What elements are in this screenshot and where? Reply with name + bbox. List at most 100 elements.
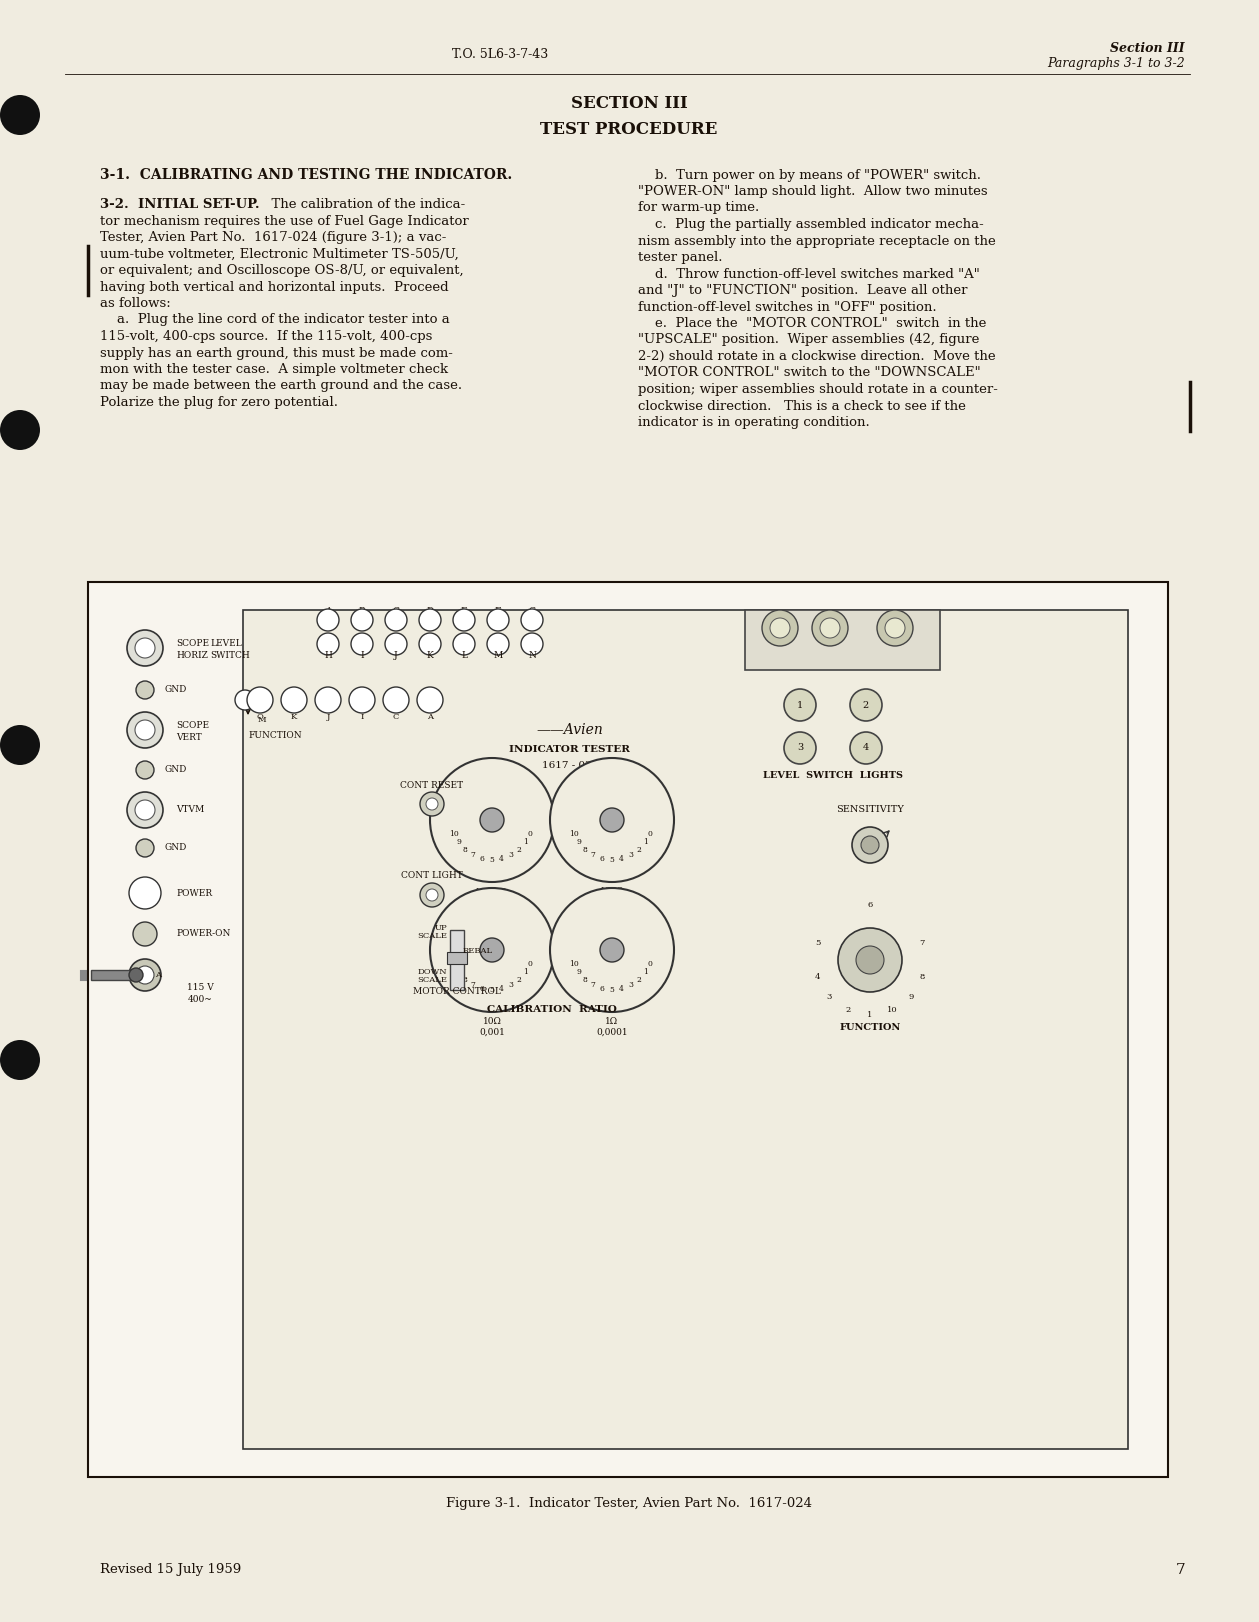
Text: 0,001: 0,001 — [480, 1027, 505, 1036]
Text: T.O. 5L6-3-7-43: T.O. 5L6-3-7-43 — [452, 49, 548, 62]
Circle shape — [431, 887, 554, 1012]
Text: TEST PROCEDURE: TEST PROCEDURE — [540, 122, 718, 138]
Text: INDICATOR TESTER: INDICATOR TESTER — [510, 746, 631, 754]
Text: 2: 2 — [636, 976, 641, 983]
Circle shape — [601, 938, 624, 962]
Text: 1: 1 — [522, 839, 528, 847]
Circle shape — [487, 633, 509, 655]
Text: or equivalent; and Oscilloscope OS-8/U, or equivalent,: or equivalent; and Oscilloscope OS-8/U, … — [99, 264, 463, 277]
Circle shape — [127, 712, 162, 748]
Text: d.  Throw function-off-level switches marked "A": d. Throw function-off-level switches mar… — [638, 268, 980, 281]
Text: 1: 1 — [643, 968, 647, 976]
Text: 6: 6 — [480, 855, 485, 863]
Text: and "J" to "FUNCTION" position.  Leave all other: and "J" to "FUNCTION" position. Leave al… — [638, 284, 967, 297]
Circle shape — [281, 688, 307, 714]
Circle shape — [128, 878, 161, 908]
Text: OFF: OFF — [237, 696, 257, 704]
Text: F: F — [495, 607, 501, 615]
Text: 0: 0 — [528, 830, 533, 837]
Text: CALIBRATION  RATIO: CALIBRATION RATIO — [487, 1006, 617, 1014]
Circle shape — [784, 689, 816, 722]
Text: 10: 10 — [449, 830, 460, 837]
Text: 7: 7 — [471, 981, 476, 989]
Text: 2: 2 — [862, 701, 869, 709]
Circle shape — [550, 757, 674, 882]
Circle shape — [812, 610, 849, 646]
Text: N: N — [528, 652, 536, 660]
Circle shape — [480, 808, 504, 832]
Text: 3: 3 — [509, 981, 514, 989]
Text: 7: 7 — [471, 852, 476, 860]
Text: e.  Place the  "MOTOR CONTROL"  switch  in the: e. Place the "MOTOR CONTROL" switch in t… — [638, 316, 986, 329]
Circle shape — [861, 835, 879, 855]
Circle shape — [133, 921, 157, 946]
Text: CONT RESET: CONT RESET — [400, 782, 463, 790]
Text: SWITCH: SWITCH — [210, 650, 249, 660]
Text: 10: 10 — [569, 830, 579, 837]
Text: 0,0001: 0,0001 — [597, 1027, 628, 1036]
Text: ——Avien: ——Avien — [536, 723, 603, 736]
Text: C: C — [393, 714, 399, 722]
Text: 9: 9 — [577, 839, 582, 847]
Text: 3-1.  CALIBRATING AND TESTING THE INDICATOR.: 3-1. CALIBRATING AND TESTING THE INDICAT… — [99, 169, 512, 182]
Circle shape — [885, 618, 905, 637]
Text: 0,1: 0,1 — [485, 897, 499, 907]
Circle shape — [820, 618, 840, 637]
Text: mon with the tester case.  A simple voltmeter check: mon with the tester case. A simple voltm… — [99, 363, 448, 376]
Circle shape — [856, 946, 884, 973]
Text: 5: 5 — [815, 939, 821, 947]
Text: M: M — [258, 715, 267, 723]
Circle shape — [878, 610, 913, 646]
Text: REBAL: REBAL — [463, 947, 494, 955]
Circle shape — [521, 633, 543, 655]
Text: SCOPE: SCOPE — [176, 639, 209, 647]
Circle shape — [850, 732, 883, 764]
Text: 3: 3 — [628, 981, 633, 989]
Text: function-off-level switches in "OFF" position.: function-off-level switches in "OFF" pos… — [638, 300, 937, 313]
Text: 5: 5 — [609, 856, 614, 865]
Text: I: I — [360, 714, 364, 722]
Text: 3: 3 — [628, 852, 633, 860]
Text: H: H — [324, 652, 332, 660]
Text: 1: 1 — [643, 839, 647, 847]
Text: 5: 5 — [490, 856, 495, 865]
Text: 9: 9 — [577, 968, 582, 976]
Text: 3-2.  INITIAL SET-UP.: 3-2. INITIAL SET-UP. — [99, 198, 259, 211]
Text: 3: 3 — [509, 852, 514, 860]
Text: 10: 10 — [449, 960, 460, 968]
Text: LEVEL  SWITCH  LIGHTS: LEVEL SWITCH LIGHTS — [763, 772, 903, 780]
Text: The calibration of the indica-: The calibration of the indica- — [263, 198, 466, 211]
Text: 115 V: 115 V — [186, 983, 213, 993]
Text: 7: 7 — [590, 981, 596, 989]
Bar — [243, 610, 1128, 1448]
Text: tor mechanism requires the use of Fuel Gage Indicator: tor mechanism requires the use of Fuel G… — [99, 214, 468, 227]
Text: K: K — [427, 652, 433, 660]
Text: B: B — [359, 607, 365, 615]
Circle shape — [317, 608, 339, 631]
Text: 8: 8 — [583, 845, 588, 853]
Text: D: D — [427, 607, 433, 615]
Text: supply has an earth ground, this must be made com-: supply has an earth ground, this must be… — [99, 347, 453, 360]
Text: GND: GND — [165, 766, 188, 774]
Text: FUNCTION: FUNCTION — [840, 1023, 900, 1033]
Text: 5: 5 — [490, 986, 495, 994]
Text: Section III: Section III — [1110, 42, 1185, 55]
Circle shape — [419, 633, 441, 655]
Text: L: L — [461, 652, 467, 660]
Circle shape — [550, 887, 674, 1012]
Text: 0: 0 — [647, 960, 652, 968]
Text: A: A — [325, 607, 331, 615]
Text: 0: 0 — [647, 830, 652, 837]
Circle shape — [453, 608, 475, 631]
Text: 2: 2 — [636, 845, 641, 853]
Text: 4: 4 — [862, 743, 869, 753]
Circle shape — [784, 732, 816, 764]
Text: having both vertical and horizontal inputs.  Proceed: having both vertical and horizontal inpu… — [99, 281, 448, 294]
Text: a.  Plug the line cord of the indicator tester into a: a. Plug the line cord of the indicator t… — [99, 313, 449, 326]
Text: A: A — [155, 972, 161, 980]
Text: 8: 8 — [463, 976, 467, 983]
Text: LEVEL: LEVEL — [210, 639, 242, 647]
Text: "MOTOR CONTROL" switch to the "DOWNSCALE": "MOTOR CONTROL" switch to the "DOWNSCALE… — [638, 367, 981, 380]
Text: 100Ω: 100Ω — [599, 887, 624, 897]
Text: Tester, Avien Part No.  1617-024 (figure 3-1); a vac-: Tester, Avien Part No. 1617-024 (figure … — [99, 230, 447, 243]
